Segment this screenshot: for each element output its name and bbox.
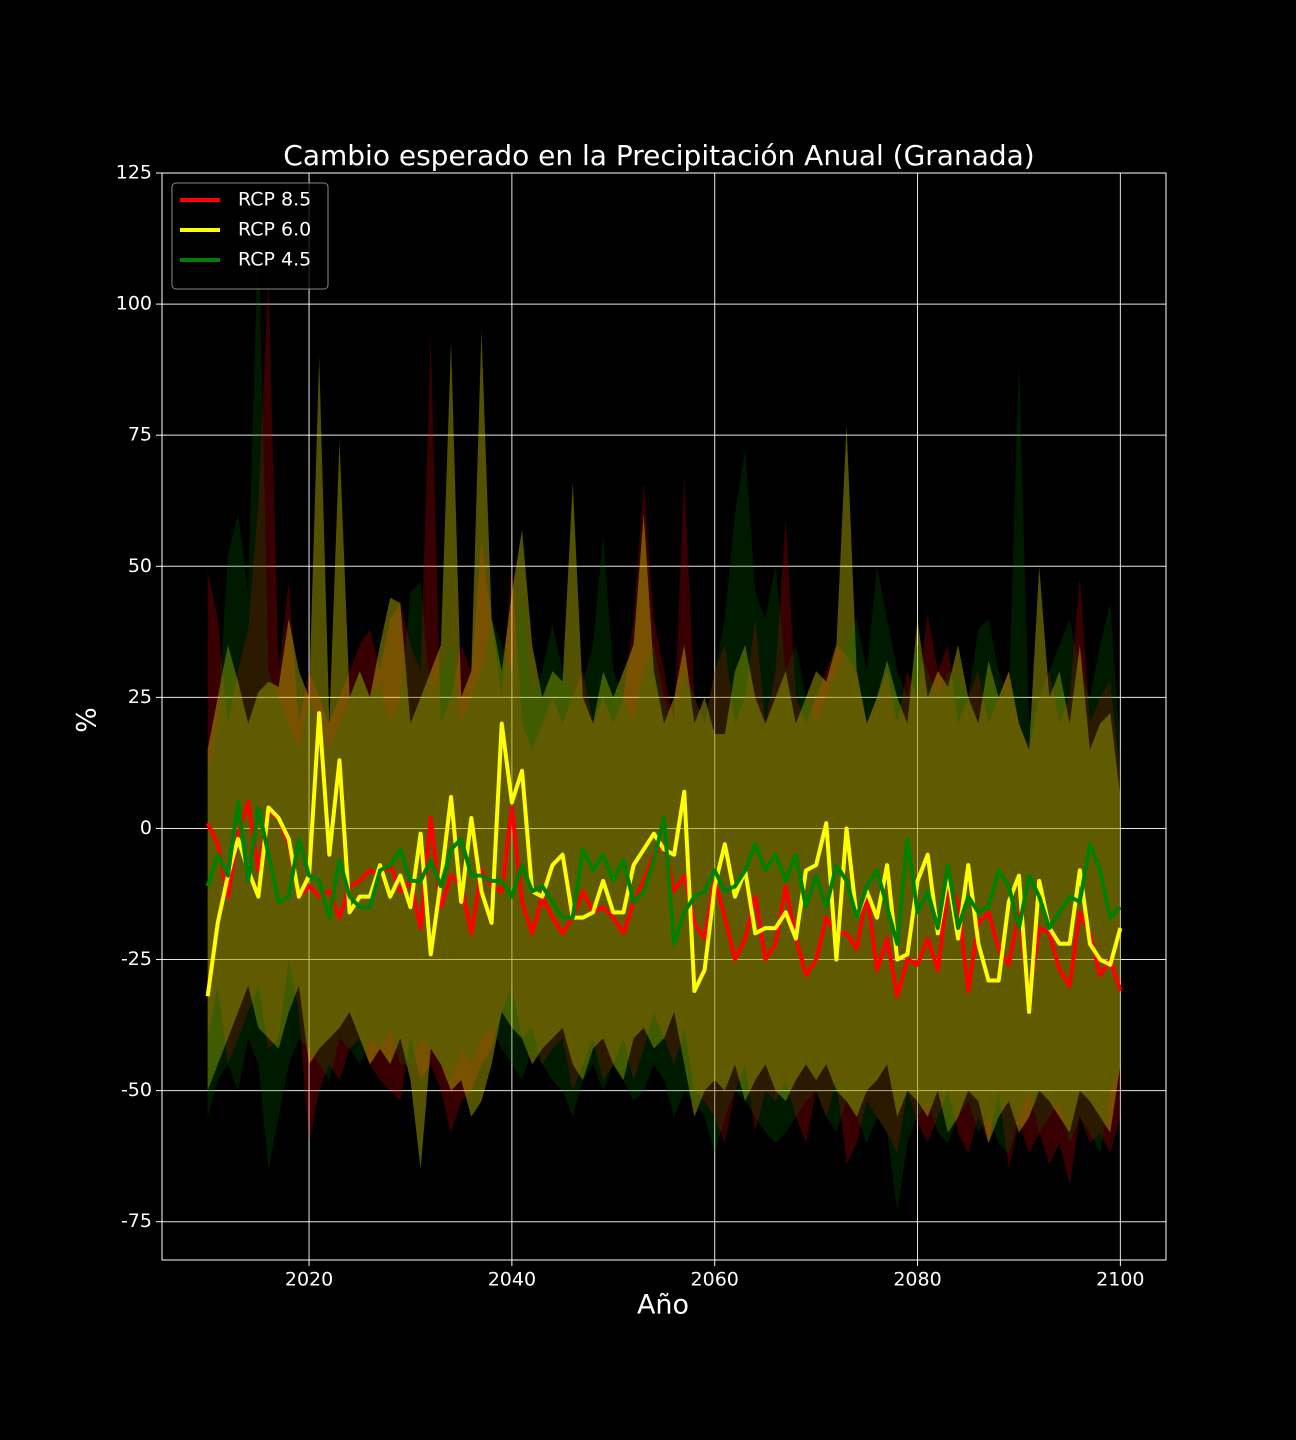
ticks: -75 -50 -25 0 25 50 75 100 125 2020 2040 2060 2080 21… [116, 162, 1145, 1291]
x-tick-label: 2020 [285, 1269, 333, 1291]
legend: RCP 8.5 RCP 6.0 RCP 4.5 [171, 182, 329, 290]
x-tick-label: 2080 [893, 1269, 941, 1291]
chart-title: Cambio esperado en la Precipitación Anua… [283, 139, 1034, 172]
plot-frame [161, 172, 1167, 1261]
y-tick-label: -50 [121, 1079, 152, 1101]
legend-label: RCP 6.0 [238, 219, 311, 241]
y-tick-label: 125 [116, 162, 152, 184]
legend-box [171, 182, 329, 290]
series-line [205, 711, 1123, 1014]
x-tick-label: 2060 [691, 1269, 739, 1291]
series-line [205, 800, 1122, 946]
legend-label: RCP 4.5 [238, 249, 311, 271]
y-tick-label: 25 [128, 686, 152, 708]
y-tick-label: 75 [128, 424, 152, 446]
y-axis-label: % [72, 707, 103, 733]
y-tick-label: 100 [116, 293, 152, 315]
legend-label: RCP 8.5 [238, 189, 311, 211]
y-tick-label: -75 [121, 1210, 152, 1232]
series-line [205, 800, 1123, 999]
lines [205, 711, 1123, 1014]
x-axis-label: Año [637, 1290, 689, 1321]
y-tick-label: 0 [140, 817, 152, 839]
y-tick-label: -25 [121, 948, 152, 970]
y-tick-label: 50 [128, 555, 152, 577]
x-tick-label: 2100 [1096, 1269, 1144, 1291]
x-tick-label: 2040 [488, 1269, 536, 1291]
